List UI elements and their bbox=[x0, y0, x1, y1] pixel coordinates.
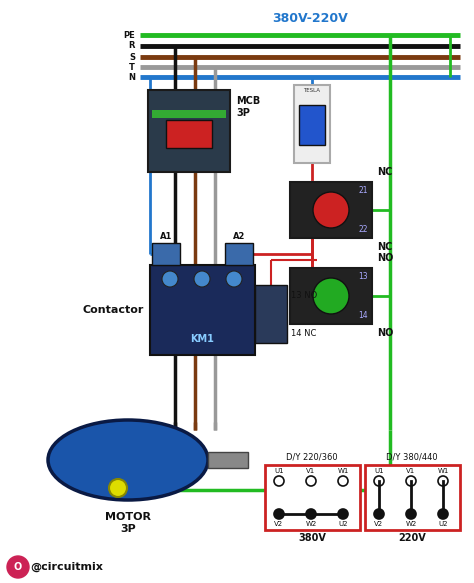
Text: @circuitmix: @circuitmix bbox=[30, 562, 103, 572]
Text: Contactor: Contactor bbox=[82, 305, 144, 315]
Text: D/Y 220/360: D/Y 220/360 bbox=[286, 453, 338, 462]
FancyBboxPatch shape bbox=[294, 85, 330, 163]
Text: 22: 22 bbox=[358, 225, 368, 234]
Circle shape bbox=[7, 556, 29, 578]
Circle shape bbox=[109, 479, 127, 497]
FancyBboxPatch shape bbox=[290, 268, 372, 324]
Text: 14 NC: 14 NC bbox=[291, 328, 316, 338]
FancyBboxPatch shape bbox=[225, 243, 253, 265]
FancyBboxPatch shape bbox=[152, 110, 226, 118]
Text: 14: 14 bbox=[358, 311, 368, 320]
FancyBboxPatch shape bbox=[150, 265, 255, 355]
Circle shape bbox=[274, 509, 284, 519]
FancyBboxPatch shape bbox=[265, 465, 360, 530]
Text: U1: U1 bbox=[274, 468, 284, 474]
Circle shape bbox=[438, 509, 448, 519]
Text: W2: W2 bbox=[305, 521, 317, 527]
FancyBboxPatch shape bbox=[208, 452, 248, 468]
Circle shape bbox=[406, 476, 416, 486]
Text: NO: NO bbox=[377, 328, 393, 338]
Circle shape bbox=[162, 271, 178, 287]
Circle shape bbox=[306, 509, 316, 519]
Circle shape bbox=[226, 271, 242, 287]
Text: MCB
3P: MCB 3P bbox=[236, 96, 260, 118]
FancyBboxPatch shape bbox=[152, 243, 180, 265]
FancyBboxPatch shape bbox=[148, 90, 230, 172]
Text: NO: NO bbox=[377, 253, 393, 263]
Text: T: T bbox=[129, 62, 135, 72]
Ellipse shape bbox=[48, 420, 208, 500]
Circle shape bbox=[374, 476, 384, 486]
Text: MOTOR
3P: MOTOR 3P bbox=[105, 512, 151, 533]
Text: 21: 21 bbox=[358, 186, 368, 195]
Circle shape bbox=[306, 476, 316, 486]
Text: U2: U2 bbox=[338, 521, 348, 527]
Text: A2: A2 bbox=[233, 232, 245, 241]
FancyBboxPatch shape bbox=[290, 182, 372, 238]
FancyBboxPatch shape bbox=[365, 465, 460, 530]
Circle shape bbox=[274, 476, 284, 486]
Text: V1: V1 bbox=[406, 468, 416, 474]
Circle shape bbox=[338, 476, 348, 486]
Circle shape bbox=[438, 476, 448, 486]
FancyBboxPatch shape bbox=[299, 105, 325, 145]
Text: O: O bbox=[14, 562, 22, 572]
Text: U2: U2 bbox=[438, 521, 448, 527]
Text: A1: A1 bbox=[160, 232, 172, 241]
Text: KM1: KM1 bbox=[190, 334, 214, 344]
Text: W1: W1 bbox=[438, 468, 449, 474]
Text: N: N bbox=[128, 72, 135, 82]
Text: PE: PE bbox=[123, 30, 135, 40]
Text: V1: V1 bbox=[306, 468, 316, 474]
Circle shape bbox=[406, 509, 416, 519]
FancyBboxPatch shape bbox=[255, 285, 287, 343]
Text: NC: NC bbox=[377, 167, 392, 177]
Text: V2: V2 bbox=[274, 521, 283, 527]
Circle shape bbox=[313, 278, 349, 314]
Circle shape bbox=[338, 509, 348, 519]
Text: 13 NO: 13 NO bbox=[291, 290, 317, 300]
Circle shape bbox=[313, 192, 349, 228]
Text: V2: V2 bbox=[374, 521, 383, 527]
Circle shape bbox=[374, 509, 384, 519]
Text: 220V: 220V bbox=[398, 533, 426, 543]
Text: W2: W2 bbox=[405, 521, 417, 527]
Text: U1: U1 bbox=[374, 468, 384, 474]
Text: 13: 13 bbox=[358, 272, 368, 281]
Text: W1: W1 bbox=[337, 468, 349, 474]
Circle shape bbox=[194, 271, 210, 287]
Text: 380V: 380V bbox=[298, 533, 326, 543]
Text: TESLA: TESLA bbox=[303, 88, 320, 93]
Text: D/Y 380/440: D/Y 380/440 bbox=[386, 453, 438, 462]
Text: 380V-220V: 380V-220V bbox=[272, 12, 348, 24]
Text: R: R bbox=[128, 41, 135, 51]
Text: S: S bbox=[129, 52, 135, 61]
Text: NC: NC bbox=[377, 242, 392, 252]
FancyBboxPatch shape bbox=[166, 120, 212, 148]
